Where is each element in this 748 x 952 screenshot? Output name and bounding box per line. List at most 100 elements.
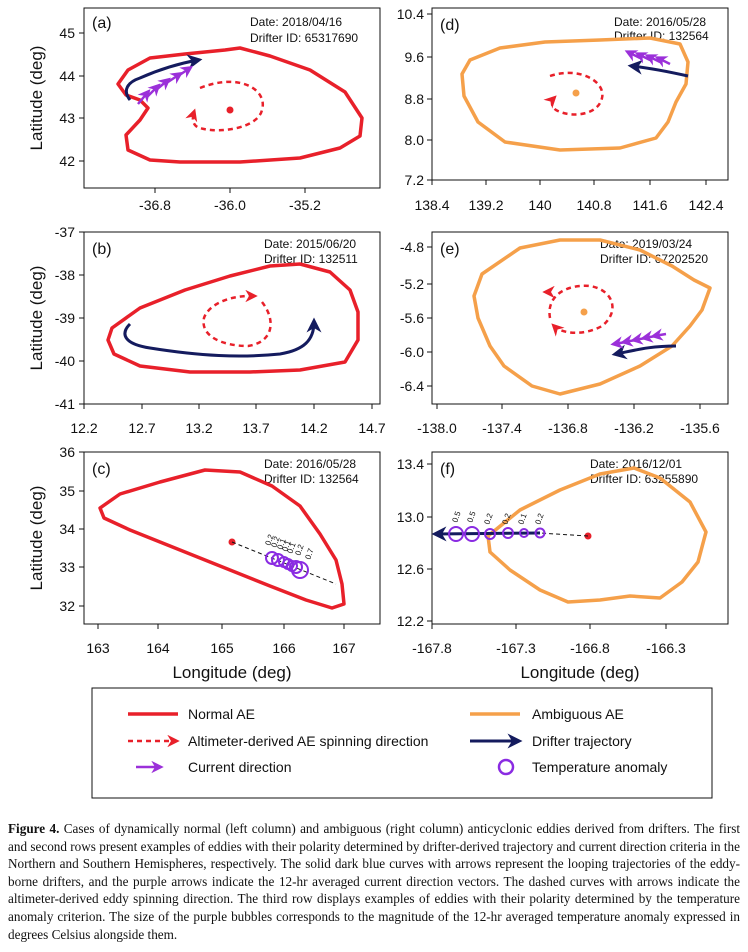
legend-drifter: Drifter trajectory bbox=[470, 733, 632, 749]
panel-c-xtick: 163 bbox=[86, 640, 110, 656]
panel-c-label: (c) bbox=[92, 461, 111, 478]
panel-a-frame bbox=[83, 7, 381, 189]
panel-e-xtick: -135.6 bbox=[680, 420, 720, 436]
panel-c-frame bbox=[83, 451, 381, 625]
panel-d-current-arrows bbox=[624, 50, 671, 68]
panel-b-ytick: -38 bbox=[55, 267, 75, 283]
panel-f-ytick: 12.6 bbox=[397, 561, 424, 577]
panel-f-drifter-trajectory bbox=[431, 526, 541, 542]
panel-a-label: (a) bbox=[92, 15, 112, 32]
panel-d-ytick: 8.8 bbox=[405, 91, 425, 107]
panel-e-ytick: -6.0 bbox=[400, 344, 424, 360]
panel-e-ytick: -4.8 bbox=[400, 239, 424, 255]
panel-a-xtick: -36.0 bbox=[214, 197, 246, 213]
ylabel-row1: Latitude (deg) bbox=[27, 46, 46, 151]
panel-f-xtick: -167.3 bbox=[496, 640, 536, 656]
panel-a-xtick: -35.2 bbox=[289, 197, 321, 213]
legend-temperature: Temperature anomaly bbox=[497, 758, 667, 776]
panel-b-xtick: 14.7 bbox=[358, 420, 385, 436]
panel-a-ytick: 43 bbox=[59, 110, 75, 126]
panel-c-temperature-bubbles bbox=[265, 551, 309, 579]
panel-c-temp-label: 0.2 bbox=[293, 543, 305, 557]
panel-b-xtick: 14.2 bbox=[300, 420, 327, 436]
panel-a-drifter-trajectory bbox=[124, 54, 203, 101]
panel-d-altimeter-direction bbox=[543, 71, 604, 116]
panel-a-altimeter-direction bbox=[185, 80, 265, 132]
panel-d-frame bbox=[431, 7, 729, 181]
panel-d-ytick: 9.6 bbox=[405, 49, 425, 65]
legend-temperature-label: Temperature anomaly bbox=[532, 759, 667, 775]
panel-d-ytick: 7.2 bbox=[405, 172, 425, 188]
legend-normal-ae-label: Normal AE bbox=[188, 706, 255, 722]
panel-e-eddy-center bbox=[580, 308, 588, 316]
panel-e-xtick: -136.8 bbox=[548, 420, 588, 436]
ylabel-row3: Latitude (deg) bbox=[27, 486, 46, 591]
caption-label: Figure 4. bbox=[8, 821, 60, 836]
figure-4: (a) Date: 2018/04/16 Drifter ID: 6531769… bbox=[27, 6, 729, 799]
xlabel-left: Longitude (deg) bbox=[172, 663, 291, 682]
panel-b-xtick: 12.2 bbox=[70, 420, 97, 436]
panel-e-altimeter-direction bbox=[548, 284, 614, 337]
panel-d-xtick: 140 bbox=[528, 197, 552, 213]
panel-d-eddy-contour bbox=[460, 36, 690, 152]
panel-a-ytick: 42 bbox=[59, 153, 75, 169]
panel-c-temp-label: 0.1 bbox=[275, 537, 287, 551]
panel-e-drifter-trajectory bbox=[611, 344, 677, 360]
legend-normal-ae: Normal AE bbox=[128, 706, 255, 722]
panel-f-eddy-contour bbox=[486, 466, 708, 604]
panel-d: (d) Date: 2016/05/28 Drifter ID: 132564 … bbox=[397, 6, 729, 213]
panel-b-ytick: -39 bbox=[55, 310, 75, 326]
legend-current: Current direction bbox=[136, 759, 292, 775]
panel-c-xtick: 164 bbox=[146, 640, 170, 656]
panel-c-date: Date: 2016/05/28 bbox=[264, 457, 356, 471]
panel-b-ytick: -37 bbox=[55, 224, 75, 240]
legend-current-label: Current direction bbox=[188, 759, 292, 775]
panel-d-xtick: 140.8 bbox=[576, 197, 611, 213]
panel-c-temp-label: 0.1 bbox=[285, 541, 297, 555]
panel-e-xtick: -137.4 bbox=[482, 420, 522, 436]
panel-c-temp-label: 0.2 bbox=[269, 535, 281, 549]
panel-b-xtick: 13.7 bbox=[242, 420, 269, 436]
panel-d-xtick: 139.2 bbox=[468, 197, 503, 213]
panel-c-ytick: 34 bbox=[59, 521, 75, 537]
panel-a-ytick: 44 bbox=[59, 68, 75, 84]
panel-f-ytick: 13.4 bbox=[397, 456, 424, 472]
panel-f-transect bbox=[539, 532, 589, 537]
panel-f-temp-label: 0.2 bbox=[533, 512, 545, 526]
caption-text: Cases of dynamically normal (left column… bbox=[8, 821, 741, 942]
panel-b-label: (b) bbox=[92, 241, 112, 258]
panel-c-temp-label: 0.1 bbox=[280, 539, 292, 553]
panel-d-xtick: 138.4 bbox=[414, 197, 449, 213]
panel-b-drifter-id: Drifter ID: 132511 bbox=[264, 252, 358, 266]
panel-d-label: (d) bbox=[440, 17, 460, 34]
panel-e-eddy-contour bbox=[472, 238, 712, 396]
panel-f-date: Date: 2016/12/01 bbox=[590, 457, 682, 471]
panel-f-xtick: -166.8 bbox=[570, 640, 610, 656]
panel-c-ytick: 36 bbox=[59, 444, 75, 460]
panel-f-ytick: 12.2 bbox=[397, 613, 424, 629]
panel-f-temp-label: 0.5 bbox=[465, 510, 477, 524]
panel-a-ytick: 45 bbox=[59, 25, 75, 41]
panel-c-eddy-contour bbox=[98, 468, 346, 610]
panel-f-xtick: -167.8 bbox=[412, 640, 452, 656]
panel-f-temp-label: 0.5 bbox=[450, 510, 462, 524]
panel-c-xtick: 167 bbox=[332, 640, 356, 656]
panel-d-ytick: 10.4 bbox=[397, 6, 424, 22]
panel-c-drifter-id: Drifter ID: 132564 bbox=[264, 472, 359, 486]
figure-caption: Figure 4. Cases of dynamically normal (l… bbox=[8, 820, 740, 943]
panel-e: (e) Date: 2019/03/24 Drifter ID: 6720252… bbox=[400, 231, 729, 436]
panel-d-drifter-trajectory bbox=[627, 59, 689, 78]
legend-ambiguous-ae-label: Ambiguous AE bbox=[532, 706, 624, 722]
panel-a-current-arrows bbox=[137, 65, 194, 105]
panel-f-temp-label: 0.2 bbox=[500, 512, 512, 526]
panel-c-ytick: 33 bbox=[59, 559, 75, 575]
panel-c-xtick: 165 bbox=[210, 640, 234, 656]
panel-f-temp-label: 0.2 bbox=[482, 512, 494, 526]
panel-a-xtick: -36.8 bbox=[139, 197, 171, 213]
panel-f-temp-label: 0.1 bbox=[516, 512, 528, 526]
panel-c-temp-label: 0.7 bbox=[303, 547, 315, 561]
panel-b-altimeter-direction bbox=[202, 289, 272, 348]
legend-ambiguous-ae: Ambiguous AE bbox=[470, 706, 624, 722]
panel-d-date: Date: 2016/05/28 bbox=[614, 15, 706, 29]
panel-e-label: (e) bbox=[440, 241, 460, 258]
